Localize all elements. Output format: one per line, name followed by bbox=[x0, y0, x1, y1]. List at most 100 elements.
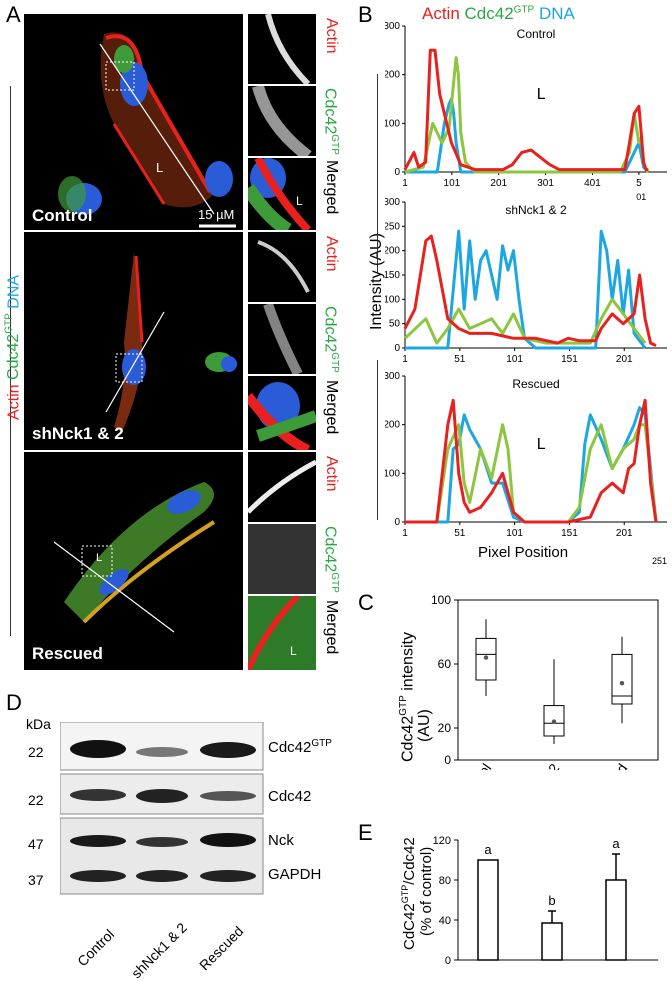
thumb-shnck-cdc42 bbox=[248, 302, 316, 377]
thumb-region-control: L bbox=[296, 194, 303, 208]
panel-label-d: D bbox=[6, 690, 22, 715]
panel-a-rule bbox=[10, 86, 11, 636]
series-line-actin bbox=[403, 234, 657, 347]
y-tick-label: 300 bbox=[385, 197, 400, 208]
blot-lane-shnck: shNck1 & 2 bbox=[128, 919, 190, 981]
x-tick-label: 201 bbox=[616, 354, 633, 365]
bar bbox=[541, 922, 563, 961]
scale-bar-label: 15 µM bbox=[198, 207, 235, 222]
y-tick-label: 50 bbox=[389, 319, 401, 330]
panel-label-a: A bbox=[6, 2, 21, 27]
significance-letter: a bbox=[612, 836, 620, 851]
micrograph-control-image bbox=[58, 32, 236, 228]
thumb-label-merged-3: Merged bbox=[323, 600, 340, 655]
panel-e-chart: 0 40 80 120 a b a bbox=[433, 835, 658, 967]
bar bbox=[605, 879, 627, 961]
series-line-actin bbox=[403, 48, 649, 172]
x-tick-label: 1 bbox=[402, 354, 408, 365]
x-tick-extra: 01 bbox=[636, 192, 646, 202]
panel-b-ylabel-rule-top bbox=[377, 74, 378, 274]
region-label-l-rescued: L bbox=[96, 552, 103, 564]
panel-b-ylabel-rule-bottom bbox=[377, 360, 378, 520]
x-tick-label: 5 bbox=[636, 178, 642, 189]
y-tick-label: 60 bbox=[438, 657, 452, 671]
y-tick-label: 120 bbox=[433, 835, 451, 847]
stain-side-label: Actin Cdc42GTP DNA bbox=[4, 274, 23, 420]
band-label-cdc42: Cdc42 bbox=[268, 788, 312, 805]
micrograph-shnck-image bbox=[105, 252, 237, 432]
thumb-label-cdc42-2: Cdc42GTP bbox=[321, 306, 340, 373]
panel-b-stray-tick: 251 bbox=[652, 556, 668, 566]
series-line-dna bbox=[405, 229, 647, 350]
thumb-shnck-actin bbox=[248, 232, 316, 302]
y-tick-label: 0 bbox=[394, 517, 400, 528]
y-tick-label: 20 bbox=[438, 721, 452, 735]
micrograph-shnck: shNck1 & 2 bbox=[24, 232, 243, 450]
y-tick-label: 40 bbox=[439, 915, 451, 927]
y-tick-label: 100 bbox=[385, 468, 400, 479]
thumb-rescued-cdc42 bbox=[248, 524, 316, 594]
series-line-actin bbox=[405, 398, 658, 524]
band-label-cdc42gtp: Cdc42GTP bbox=[268, 738, 332, 756]
y-tick-label: 100 bbox=[385, 294, 400, 305]
panel-b-legend: Actin Cdc42GTP DNA bbox=[422, 4, 575, 24]
micrograph-rescued-image bbox=[53, 482, 216, 633]
x-tick-label: 1 bbox=[402, 178, 408, 189]
significance-letter: a bbox=[484, 842, 492, 857]
thumb-label-merged-2: Merged bbox=[323, 380, 340, 435]
x-tick-label: 151 bbox=[561, 354, 578, 365]
band-label-nck: Nck bbox=[268, 832, 294, 849]
thumb-label-actin-1: Actin bbox=[323, 18, 340, 54]
x-tick-label: 101 bbox=[506, 354, 523, 365]
x-tick-label: 51 bbox=[454, 354, 466, 365]
condition-label-shnck: shNck1 & 2 bbox=[32, 424, 124, 443]
x-tick-label: 401 bbox=[584, 178, 601, 189]
legend-dna: DNA bbox=[538, 4, 575, 23]
x-tick-label: 201 bbox=[616, 528, 633, 539]
western-blot bbox=[60, 722, 264, 895]
legend-cdc42: Cdc42GTP bbox=[464, 4, 535, 23]
y-tick-label: 200 bbox=[385, 420, 400, 431]
y-tick-label: 0 bbox=[394, 343, 400, 354]
mw-37: 37 bbox=[28, 872, 44, 888]
thumb-control-merged: L bbox=[242, 156, 316, 237]
mean-point bbox=[551, 719, 557, 724]
micrograph-control: Control 15 µM L bbox=[24, 14, 243, 230]
series-line-cdc42 bbox=[404, 56, 650, 174]
y-tick-label: 300 bbox=[385, 371, 400, 382]
box bbox=[611, 653, 633, 705]
y-tick-label: 100 bbox=[431, 593, 451, 607]
panel-label-c: C bbox=[358, 590, 374, 615]
y-tick-label: 0 bbox=[444, 753, 451, 767]
subplot-title: shNck1 & 2 bbox=[505, 203, 567, 217]
region-label: L bbox=[537, 436, 546, 453]
band-label-gapdh: GAPDH bbox=[268, 866, 322, 883]
thumb-region-rescued: L bbox=[290, 644, 297, 658]
y-tick-label: 100 bbox=[385, 118, 400, 129]
y-tick-label: 250 bbox=[385, 221, 400, 232]
region-label-l: L bbox=[156, 160, 164, 175]
box-chart: 0 20 60 100 Control shNck1 & 2 Rescued bbox=[431, 593, 659, 770]
blot-lane-rescued: Rescued bbox=[196, 922, 247, 974]
thumb-control-cdc42 bbox=[248, 84, 316, 161]
panel-b-xlabel: Pixel Position bbox=[478, 544, 569, 561]
micrograph-rescued: Rescued L bbox=[24, 452, 243, 670]
thumb-label-cdc42-1: Cdc42GTP bbox=[321, 88, 340, 155]
x-tick-label: 151 bbox=[561, 528, 578, 539]
panel-label-e: E bbox=[358, 820, 373, 845]
subplot-title: Rescued bbox=[512, 377, 559, 391]
bar-chart: 0 40 80 120 a b a bbox=[433, 835, 658, 967]
legend-actin: Actin bbox=[422, 4, 460, 23]
bar bbox=[477, 859, 499, 961]
category-label: Rescued bbox=[586, 761, 631, 770]
x-tick-label: 51 bbox=[454, 528, 466, 539]
mw-22a: 22 bbox=[28, 744, 44, 760]
x-tick-label: 1 bbox=[402, 528, 408, 539]
y-tick-label: 200 bbox=[385, 70, 400, 81]
thumb-label-actin-2: Actin bbox=[323, 236, 340, 272]
mean-point bbox=[619, 681, 625, 686]
panel-e-ylabel: CdC42GTP/Cdc42 bbox=[400, 837, 418, 950]
